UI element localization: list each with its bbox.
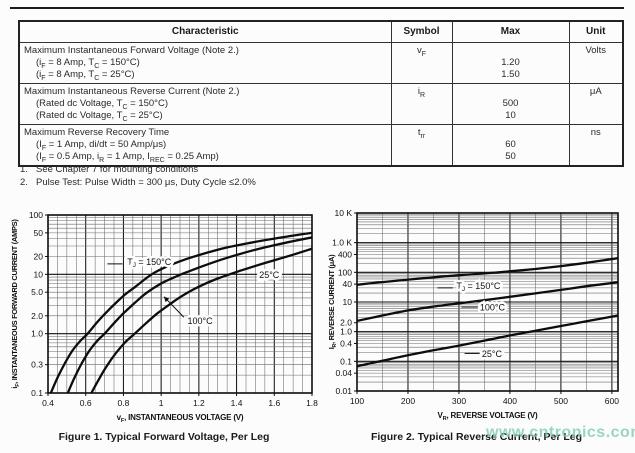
data-curves <box>49 231 312 393</box>
svg-text:400: 400 <box>503 396 517 406</box>
curve-label: 100°C <box>480 302 506 312</box>
curve-25-c <box>90 247 312 393</box>
curve-100-c <box>357 281 618 323</box>
svg-text:0.01: 0.01 <box>335 386 352 396</box>
curve-label: 25°C <box>482 349 503 359</box>
svg-text:100: 100 <box>350 396 364 406</box>
svg-text:20: 20 <box>34 251 44 261</box>
note-line: 1. See Chapter 7 for mounting conditions <box>20 164 199 175</box>
svg-text:2.0: 2.0 <box>340 318 352 328</box>
column-header: Symbol <box>390 20 453 43</box>
svg-text:200: 200 <box>401 396 415 406</box>
svg-text:1.0: 1.0 <box>31 329 43 339</box>
annotations: TJ = 150°C 100°C 25°C <box>437 279 508 361</box>
grid-lines <box>47 214 313 394</box>
table-row: Maximum Instantaneous Forward Voltage (N… <box>18 42 624 84</box>
curve-label: 100°C <box>188 316 214 326</box>
column-header: Characteristic <box>18 20 392 43</box>
y-axis-label: iF, INSTANTANEOUS FORWARD CURRENT (AMPS) <box>10 219 21 389</box>
svg-text:300: 300 <box>452 396 466 406</box>
svg-text:5.0: 5.0 <box>31 287 43 297</box>
figure1-caption: Figure 1. Typical Forward Voltage, Per L… <box>58 431 270 443</box>
max-cell: 60 50 <box>451 124 570 167</box>
tick-labels: 0.4 0.6 0.8 1 1.2 1.4 1.6 1.8 100 50 20 10 5.0 2.0 1.0… <box>29 210 318 408</box>
table-row: Maximum Instantaneous Reverse Current (N… <box>18 83 624 125</box>
svg-text:1.0 K: 1.0 K <box>332 238 352 248</box>
svg-text:0.8: 0.8 <box>118 398 130 408</box>
curve-label: TJ = 150°C <box>127 257 172 269</box>
svg-text:0.4: 0.4 <box>42 398 54 408</box>
characteristics-table: Characteristic Symbol Max Unit Maximum Inst… <box>18 20 624 167</box>
svg-text:50: 50 <box>34 228 44 238</box>
note-line: 2. Pulse Test: Pulse Width = 300 μs, Duty… <box>20 177 256 188</box>
svg-text:0.1: 0.1 <box>31 388 43 398</box>
svg-text:40: 40 <box>343 279 353 289</box>
svg-text:1.4: 1.4 <box>231 398 243 408</box>
x-axis-label: VR, REVERSE VOLTAGE (V) <box>437 411 538 422</box>
figure2-caption: Figure 2. Typical Reverse Current, Per L… <box>370 431 583 443</box>
symbol-cell: trr <box>390 124 453 167</box>
svg-text:600: 600 <box>605 396 619 406</box>
table-body: Maximum Instantaneous Forward Voltage (N… <box>18 42 624 167</box>
annotations: TJ = 150°C 100°C 25°C <box>107 254 282 329</box>
symbol-cell: vF <box>390 42 453 84</box>
svg-text:10: 10 <box>343 297 353 307</box>
svg-text:0.1: 0.1 <box>340 356 352 366</box>
data-curves <box>357 257 618 368</box>
svg-text:1: 1 <box>159 398 164 408</box>
y-axis-label: IR, REVERSE CURRENT (μA) <box>327 254 338 349</box>
plot-border <box>47 214 313 394</box>
svg-text:10: 10 <box>34 269 44 279</box>
figure1-forward-voltage-chart: 0.4 0.6 0.8 1 1.2 1.4 1.6 1.8 100 50 20 10 5.0 2.0 1.0… <box>10 210 318 424</box>
max-cell: 500 10 <box>451 83 570 125</box>
svg-text:100: 100 <box>338 267 352 277</box>
svg-text:0.6: 0.6 <box>80 398 92 408</box>
curve-label: 25°C <box>259 270 280 280</box>
table-header-row: Characteristic Symbol Max Unit <box>18 20 624 43</box>
svg-text:500: 500 <box>554 396 568 406</box>
table-row: Maximum Reverse Recovery Time (IF = 1 Amp… <box>18 124 624 167</box>
curve-100-c <box>66 236 312 393</box>
svg-text:1.8: 1.8 <box>306 398 318 408</box>
svg-text:10 K: 10 K <box>335 208 353 218</box>
svg-text:400: 400 <box>338 249 352 259</box>
svg-text:0.04: 0.04 <box>335 368 352 378</box>
column-header: Unit <box>568 20 624 43</box>
max-cell: 1.20 1.50 <box>451 42 570 84</box>
curve-tj-150-c <box>49 231 312 393</box>
characteristic-cell: Maximum Instantaneous Reverse Current (N… <box>18 83 392 125</box>
unit-cell: Volts <box>568 42 624 84</box>
curve-25-c <box>357 314 618 368</box>
svg-text:0.3: 0.3 <box>31 360 43 370</box>
symbol-cell: iR <box>390 83 453 125</box>
svg-text:2.0: 2.0 <box>31 311 43 321</box>
unit-cell: μA <box>568 83 624 125</box>
top-rule-divider <box>10 7 624 9</box>
unit-cell: ns <box>568 124 624 167</box>
curve-label: TJ = 150°C <box>456 281 501 293</box>
curve-tj-150-c <box>357 257 618 286</box>
svg-text:1.0: 1.0 <box>340 327 352 337</box>
table-notes: 1. See Chapter 7 for mounting conditions 2… <box>20 163 256 189</box>
svg-text:1.6: 1.6 <box>268 398 280 408</box>
characteristics-table-wrap: Characteristic Symbol Max Unit Maximum Inst… <box>18 20 624 167</box>
characteristic-cell: Maximum Instantaneous Forward Voltage (N… <box>18 42 392 84</box>
svg-text:0.4: 0.4 <box>340 338 352 348</box>
characteristic-cell: Maximum Reverse Recovery Time (IF = 1 Amp… <box>18 124 392 167</box>
svg-text:1.2: 1.2 <box>193 398 205 408</box>
svg-text:100: 100 <box>29 210 43 220</box>
x-axis-label: vF, INSTANTANEOUS VOLTAGE (V) <box>117 413 244 424</box>
column-header: Max <box>451 20 570 43</box>
